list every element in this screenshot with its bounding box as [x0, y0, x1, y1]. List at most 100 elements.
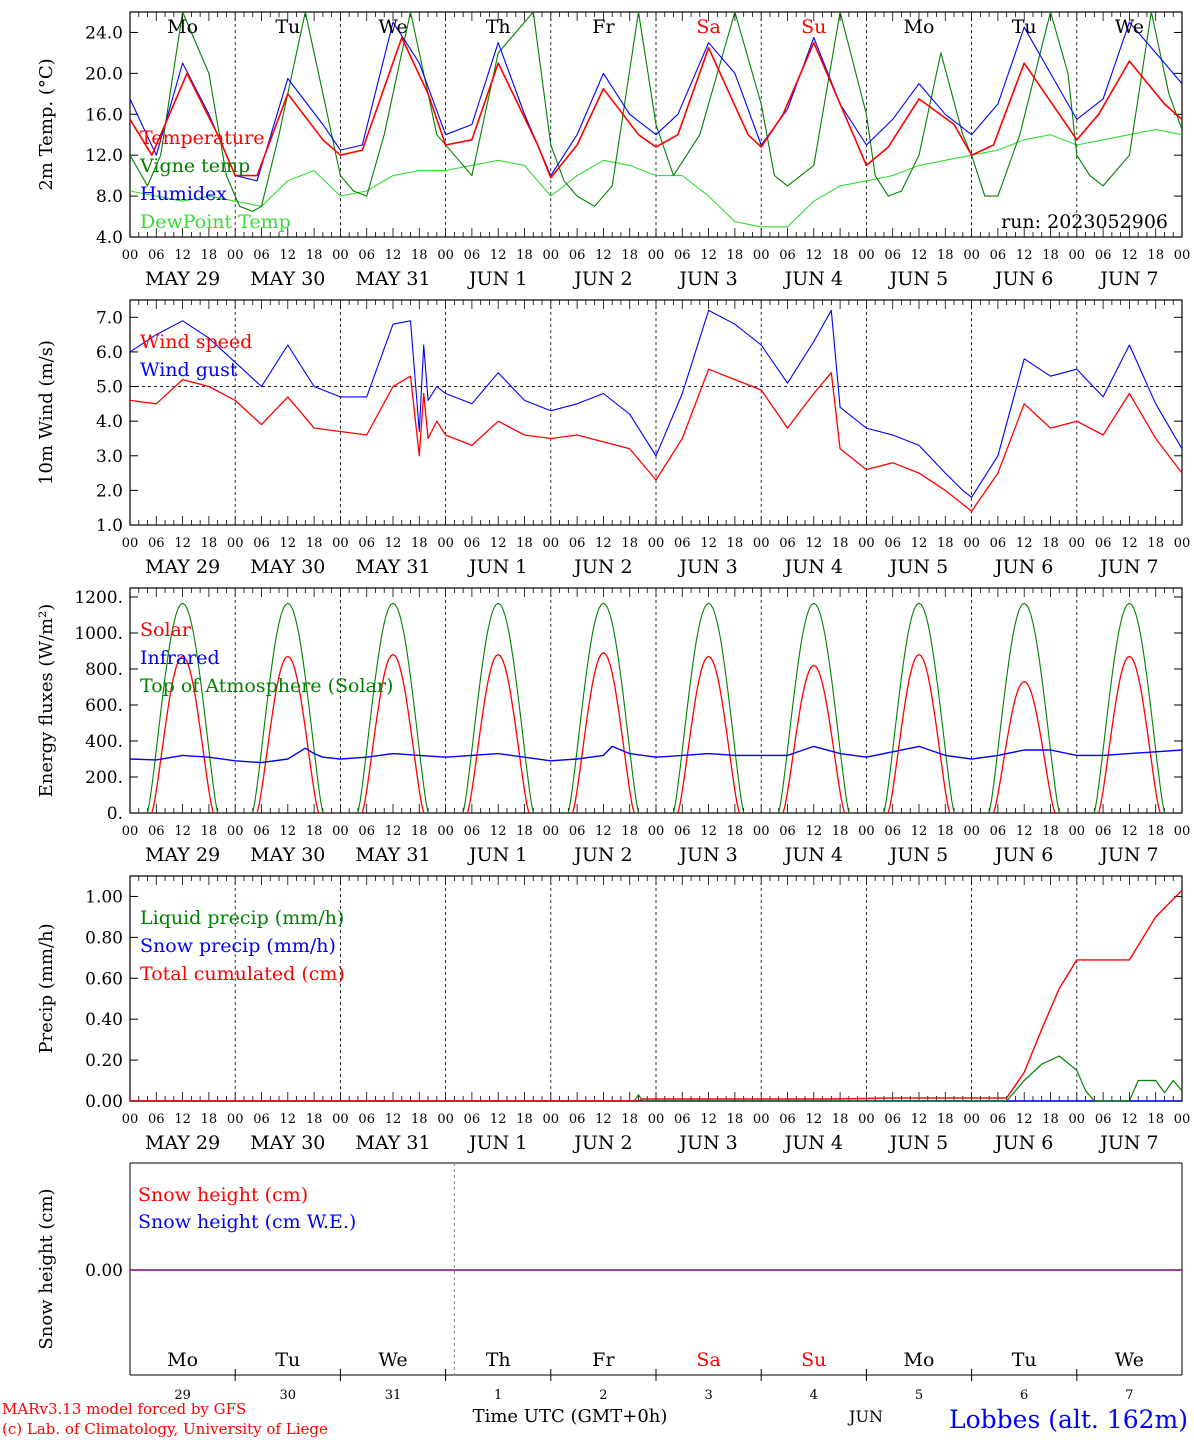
date-label: MAY 30 [250, 1132, 325, 1154]
hour-tick-label: 00 [963, 536, 980, 551]
hour-tick-label: 18 [306, 1112, 323, 1127]
hour-tick-label: 06 [779, 536, 796, 551]
date-label: JUN 1 [467, 1132, 527, 1154]
hour-tick-label: 00 [227, 248, 244, 263]
hour-tick-label: 18 [937, 1112, 954, 1127]
hour-tick-label: 12 [1016, 536, 1033, 551]
y-tick-label: 5.0 [96, 378, 123, 398]
hour-tick-label: 06 [779, 824, 796, 839]
hour-tick-label: 06 [569, 1112, 586, 1127]
hour-tick-label: 00 [858, 824, 875, 839]
y-tick-label: 24.0 [85, 23, 123, 43]
hour-tick-label: 06 [358, 536, 375, 551]
hour-tick-label: 18 [1042, 536, 1059, 551]
series-line-lime [130, 129, 1182, 228]
temp-series [130, 12, 1182, 228]
hour-tick-label: 06 [990, 536, 1007, 551]
hour-tick-label: 00 [437, 248, 454, 263]
hour-tick-label: 12 [911, 824, 928, 839]
hour-tick-label: 18 [621, 824, 638, 839]
hour-tick-label: 12 [595, 248, 612, 263]
legend-vigne-temp: Vigne temp [139, 155, 250, 177]
hour-tick-label: 12 [174, 536, 191, 551]
y-tick-label: 0.00 [85, 1092, 123, 1112]
date-label: JUN 4 [783, 844, 843, 866]
day-name-label: We [1115, 1349, 1144, 1371]
hour-tick-label: 06 [148, 824, 165, 839]
date-label: MAY 31 [355, 556, 430, 578]
hour-tick-label: 12 [385, 536, 402, 551]
hour-tick-label: 18 [937, 248, 954, 263]
y-tick-label: 400. [85, 732, 123, 752]
month-label: JUN [847, 1407, 883, 1426]
date-label: JUN 7 [1098, 268, 1158, 290]
y-tick-label: 3.0 [96, 447, 123, 467]
hour-tick-label: 06 [884, 536, 901, 551]
hour-tick-label: 00 [648, 536, 665, 551]
hour-tick-label: 06 [358, 824, 375, 839]
lab-credit: (c) Lab. of Climatology, University of L… [2, 1420, 328, 1438]
date-label: JUN 6 [993, 268, 1053, 290]
hour-tick-label: 12 [700, 536, 717, 551]
hour-tick-label: 06 [884, 824, 901, 839]
series-line-wind-speed [129, 368, 1183, 512]
y-axis-label: Precip (mm/h) [36, 923, 57, 1053]
legend-snow-height-we: Snow height (cm W.E.) [138, 1211, 356, 1233]
hour-tick-label: 18 [621, 536, 638, 551]
legend-humidex: Humidex [140, 183, 227, 205]
y-tick-label: 0.00 [85, 1261, 123, 1281]
hour-tick-label: 18 [727, 824, 744, 839]
y-tick-label: 4.0 [96, 412, 123, 432]
day-number-label: 4 [810, 1388, 818, 1403]
hour-tick-label: 18 [621, 248, 638, 263]
hour-tick-label: 06 [1095, 824, 1112, 839]
y-tick-label: 1.00 [85, 887, 123, 907]
hour-tick-label: 12 [280, 248, 297, 263]
hour-tick-label: 00 [1174, 536, 1191, 551]
date-label: JUN 3 [677, 1132, 737, 1154]
day-number-label: 29 [174, 1388, 191, 1403]
hour-tick-label: 12 [280, 1112, 297, 1127]
y-tick-label: 600. [85, 696, 123, 716]
hour-tick-label: 06 [1095, 536, 1112, 551]
date-label: JUN 2 [572, 268, 632, 290]
day-number-label: 30 [280, 1388, 297, 1403]
y-tick-label: 800. [85, 660, 123, 680]
hour-tick-label: 18 [306, 824, 323, 839]
y-tick-label: 200. [85, 768, 123, 788]
date-label: JUN 2 [572, 844, 632, 866]
y-tick-label: 0.20 [85, 1051, 123, 1071]
day-name-label: Fr [592, 16, 615, 38]
day-name-label: Mo [167, 16, 198, 38]
legend-toa: Top of Atmosphere (Solar) [140, 675, 393, 697]
model-credit: MARv3.13 model forced by GFS [2, 1400, 246, 1418]
hour-tick-label: 18 [1042, 1112, 1059, 1127]
day-name-label: Tu [1012, 1349, 1037, 1371]
hour-tick-label: 18 [727, 536, 744, 551]
hour-tick-label: 00 [1174, 824, 1191, 839]
date-label: JUN 5 [888, 844, 948, 866]
legend-wind-speed: Wind speed [140, 331, 252, 353]
hour-tick-label: 18 [306, 536, 323, 551]
hour-tick-label: 00 [122, 824, 139, 839]
x-axis-label: Time UTC (GMT+0h) [473, 1406, 668, 1427]
hour-tick-label: 06 [464, 248, 481, 263]
series-line-toa-solar [146, 602, 1166, 814]
day-name-label: We [378, 16, 407, 38]
hour-tick-label: 12 [595, 824, 612, 839]
hour-tick-label: 12 [806, 248, 823, 263]
hour-tick-label: 12 [1016, 248, 1033, 263]
legend-snow-precip: Snow precip (mm/h) [140, 935, 336, 957]
hour-tick-label: 00 [1069, 248, 1086, 263]
day-number-label: 3 [704, 1388, 712, 1403]
hour-tick-label: 12 [1121, 536, 1138, 551]
hour-tick-label: 00 [543, 1112, 560, 1127]
hour-tick-label: 18 [832, 536, 849, 551]
legend-solar: Solar [140, 619, 192, 641]
hour-tick-label: 00 [753, 1112, 770, 1127]
hour-tick-label: 06 [569, 248, 586, 263]
day-name-label: Su [801, 16, 826, 38]
hour-tick-label: 18 [1147, 248, 1164, 263]
hour-tick-label: 18 [516, 248, 533, 263]
day-name-label: Mo [904, 1349, 935, 1371]
